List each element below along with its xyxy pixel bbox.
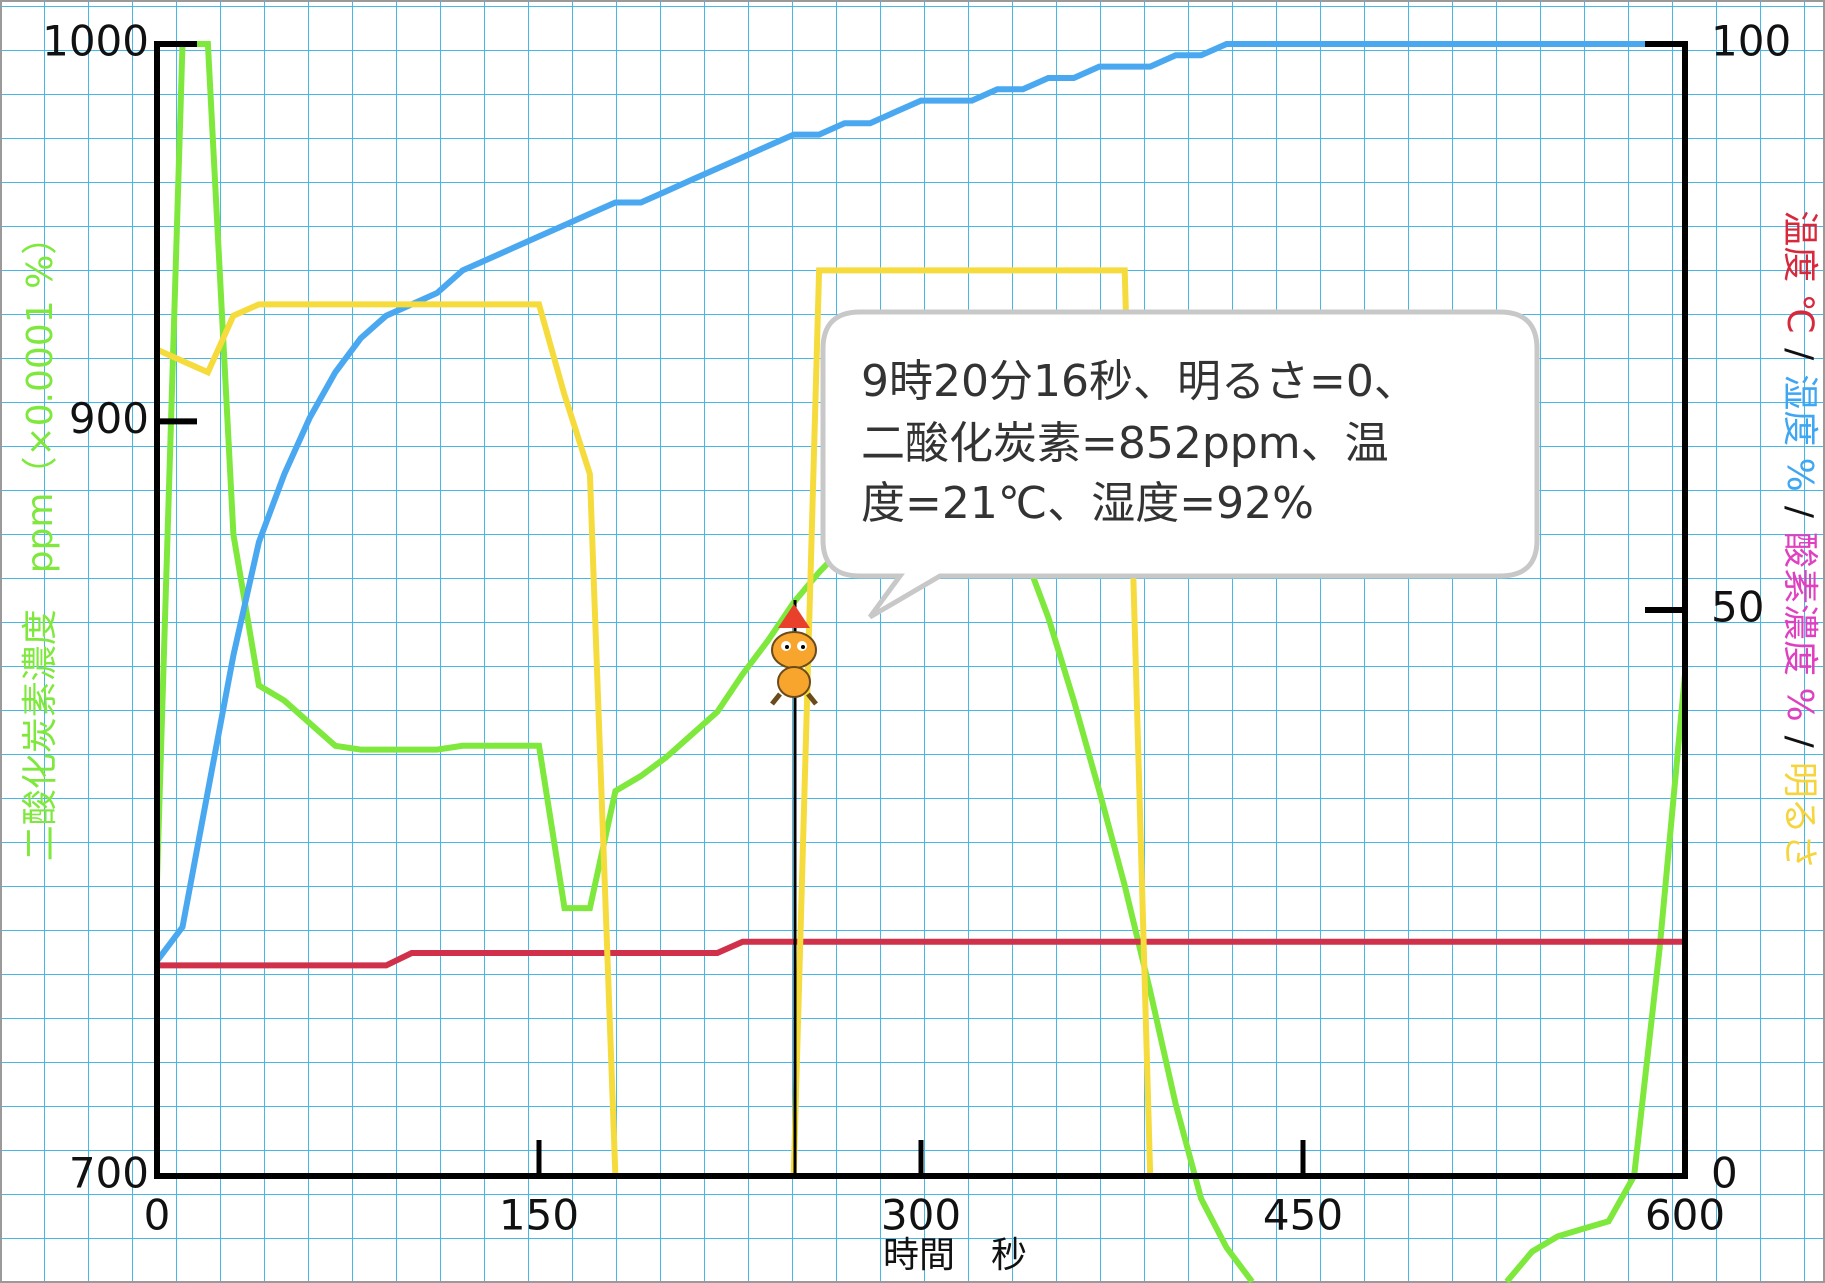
- x-axis-label: 時間 秒: [883, 1235, 1027, 1276]
- speech-bubble: 9時20分16秒、明るさ=0、 二酸化炭素=852ppm、温 度=21℃、湿度=…: [820, 309, 1540, 620]
- y2-tick-label: 0: [1711, 1149, 1738, 1198]
- cat-sprite: [770, 604, 818, 706]
- y2-label-part: 温度 ℃: [1779, 210, 1820, 334]
- bubble-line: 度=21℃、湿度=92%: [861, 478, 1314, 529]
- y2-label-part: /: [1779, 736, 1820, 749]
- y2-axis-label: 温度 ℃ / 湿度 % / 酸素濃度 % / 明るさ: [1779, 210, 1820, 870]
- y2-label-part: 明るさ: [1779, 762, 1820, 870]
- y2-label-part: /: [1779, 348, 1820, 361]
- bubble-line: 9時20分16秒、明るさ=0、: [861, 356, 1418, 407]
- series-line: [157, 938, 1685, 969]
- y2-tick-label: 100: [1711, 17, 1791, 66]
- x-tick-label: 150: [499, 1191, 579, 1240]
- x-tick-label: 600: [1645, 1191, 1725, 1240]
- y2-label-part: /: [1779, 506, 1820, 519]
- x-tick-label: 450: [1263, 1191, 1343, 1240]
- y2-label-part: 湿度 %: [1779, 374, 1820, 492]
- y-tick-label: 1000: [42, 17, 149, 66]
- x-tick-label: 300: [881, 1191, 961, 1240]
- y2-tick-label: 50: [1711, 583, 1764, 632]
- bubble-line: 二酸化炭素=852ppm、温: [861, 418, 1389, 469]
- x-tick-label: 0: [144, 1191, 171, 1240]
- y-tick-label: 700: [69, 1149, 149, 1198]
- y2-label-part: 酸素濃度 %: [1779, 532, 1820, 722]
- series-line: [154, 41, 1688, 1283]
- y-tick-label: 900: [69, 394, 149, 443]
- y-axis-label: 二酸化炭素濃度 ppm（×0.0001 %）: [20, 219, 61, 862]
